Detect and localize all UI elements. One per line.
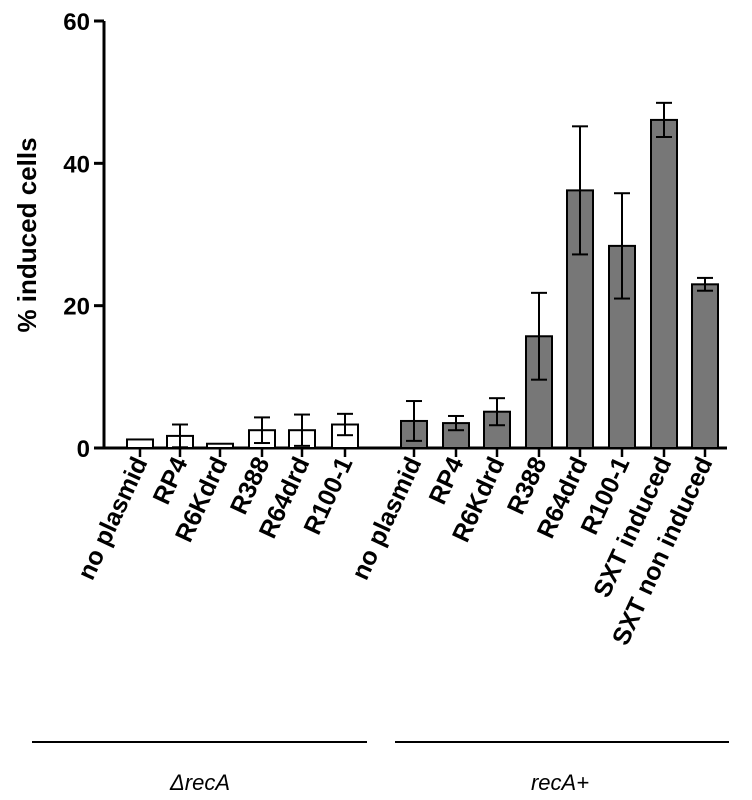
bar-recA-deleted-2 (206, 442, 234, 450)
y-tick-label: 40 (63, 151, 90, 178)
y-tick-label: 0 (77, 436, 90, 463)
group-label-recA-deleted: ΔrecA (169, 770, 230, 795)
group-label-recA-plus: recA+ (531, 770, 589, 795)
bar-recA-plus-7 (691, 283, 719, 450)
bar-recA-deleted-0 (126, 438, 154, 449)
bars (126, 118, 719, 450)
x-tick-label: no plasmid (72, 453, 153, 584)
group-labels: ΔrecA recA+ (32, 741, 729, 795)
y-axis-label: % induced cells (12, 137, 42, 332)
y-tick-label: 20 (63, 294, 90, 321)
error-bars (172, 101, 713, 449)
bar-recA-plus-0 (400, 419, 428, 449)
y-tick-label: 60 (63, 9, 90, 36)
x-tick-label: no plasmid (346, 453, 427, 584)
bar-recA-plus-6 (650, 118, 678, 450)
